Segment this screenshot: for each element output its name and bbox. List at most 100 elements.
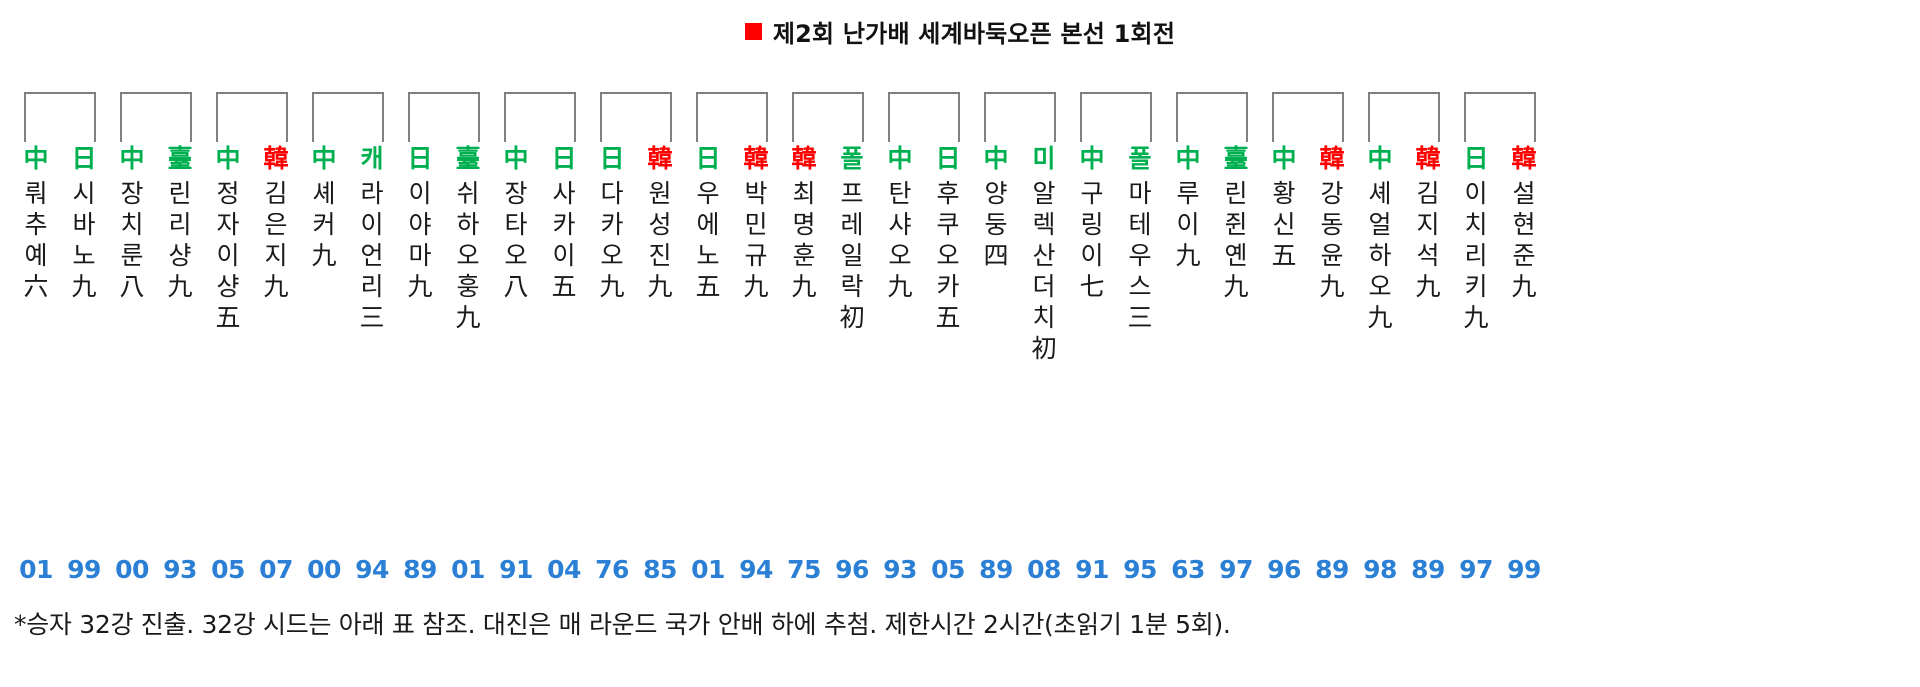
player-name-char: 지	[264, 241, 288, 270]
player-number: 91	[499, 555, 533, 584]
player-name-char: 자	[216, 210, 240, 239]
player-name-char: 九	[1175, 241, 1201, 270]
player-country-code: 韓	[647, 144, 673, 173]
player-number: 94	[355, 555, 389, 584]
player-name-char: 노	[72, 241, 96, 270]
player-name-char: 三	[359, 303, 385, 332]
player-number: 08	[1027, 555, 1061, 584]
player-name-char: 예	[24, 241, 48, 270]
player-name-char: 민	[744, 210, 768, 239]
player-name-char: 김	[264, 179, 288, 208]
player-name-char: 九	[71, 272, 97, 301]
player-name-char: 뤄	[24, 179, 48, 208]
player-name-char: 린	[168, 179, 192, 208]
player-name-char: 오	[600, 241, 624, 270]
player-name-char: 알	[1032, 179, 1056, 208]
player-name-char: 현	[1512, 210, 1536, 239]
player-name-char: 링	[1080, 210, 1104, 239]
player-name-char: 장	[120, 179, 144, 208]
player-name-char: 훙	[456, 272, 480, 301]
player-number: 63	[1171, 555, 1205, 584]
player-country-code: 폴	[840, 144, 864, 173]
player-name-char: 샹	[216, 272, 240, 301]
player-name-char: 김	[1416, 179, 1440, 208]
player-number-row: 01 99 00 93 05 07 00 94 89 01 91 04 76 85 01 94 75 96 93 05…	[0, 555, 1920, 584]
player-name-char: 테	[1128, 210, 1152, 239]
player-name-char: 언	[360, 241, 384, 270]
bracket-match-connector	[888, 92, 960, 142]
player-name-char: 九	[1415, 272, 1441, 301]
player-name-char: 마	[1128, 179, 1152, 208]
player-name-char: 이	[1464, 179, 1488, 208]
player-name-char: 六	[23, 272, 49, 301]
player-name-char: 九	[1463, 303, 1489, 332]
player-country-code: 臺	[455, 144, 481, 173]
player-name-char: 오	[888, 241, 912, 270]
player-number: 00	[307, 555, 341, 584]
player-name-char: 九	[311, 241, 337, 270]
player-name-char: 오	[936, 241, 960, 270]
player-name-char: 황	[1272, 179, 1296, 208]
player-name-char: 성	[648, 210, 672, 239]
player-name-char: 五	[215, 303, 241, 332]
player-country-code: 캐	[360, 144, 384, 173]
player-number: 04	[547, 555, 581, 584]
player-name-char: 리	[360, 272, 384, 301]
player-name-char: 신	[1272, 210, 1296, 239]
player-name-char: 석	[1416, 241, 1440, 270]
player-country-code: 中	[119, 144, 145, 173]
player-name-char: 훈	[792, 241, 816, 270]
player-number: 96	[835, 555, 869, 584]
player-name-char: 장	[504, 179, 528, 208]
player-name-char: 九	[1223, 272, 1249, 301]
player-name-char: 쿠	[936, 210, 960, 239]
player-country-code: 中	[1079, 144, 1105, 173]
player-name-char: 카	[552, 210, 576, 239]
player-name-char: 하	[456, 210, 480, 239]
player-name-char: 九	[743, 272, 769, 301]
player-name-char: 사	[552, 179, 576, 208]
player-name-char: 에	[696, 210, 720, 239]
